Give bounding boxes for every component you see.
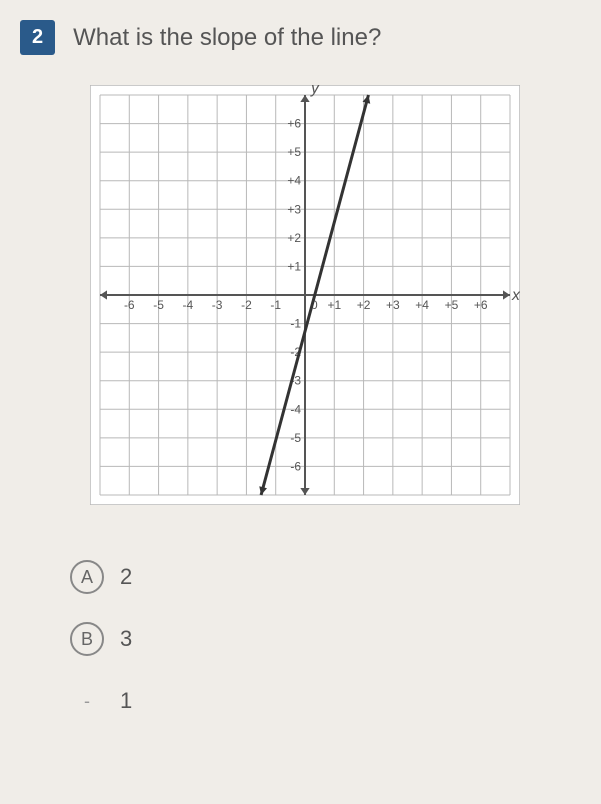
answer-option-b[interactable]: B 3 xyxy=(70,622,581,656)
svg-text:-5: -5 xyxy=(290,431,301,445)
svg-text:+2: +2 xyxy=(287,231,301,245)
svg-text:y: y xyxy=(310,85,320,97)
answer-value-a: 2 xyxy=(120,564,132,590)
answer-letter-b: B xyxy=(70,622,104,656)
svg-text:+6: +6 xyxy=(474,298,488,312)
graph-container: -6-5-4-3-2-1+1+2+3+4+5+60+1+2+3+4+5+6-1-… xyxy=(90,85,581,510)
svg-text:+3: +3 xyxy=(386,298,400,312)
question-header: 2 What is the slope of the line? xyxy=(20,20,581,55)
svg-text:-6: -6 xyxy=(290,459,301,473)
svg-text:+1: +1 xyxy=(327,298,341,312)
svg-text:-1: -1 xyxy=(270,298,281,312)
answer-option-c[interactable]: - 1 xyxy=(70,684,581,718)
answer-letter-a: A xyxy=(70,560,104,594)
svg-text:+6: +6 xyxy=(287,117,301,131)
svg-text:-2: -2 xyxy=(241,298,252,312)
answer-value-c: 1 xyxy=(120,688,132,714)
svg-text:-4: -4 xyxy=(183,298,194,312)
svg-text:+4: +4 xyxy=(415,298,429,312)
answer-letter-c: - xyxy=(70,684,104,718)
svg-text:x: x xyxy=(511,287,520,304)
coordinate-graph: -6-5-4-3-2-1+1+2+3+4+5+60+1+2+3+4+5+6-1-… xyxy=(90,85,520,505)
answer-value-b: 3 xyxy=(120,626,132,652)
question-text: What is the slope of the line? xyxy=(73,24,381,52)
svg-text:+5: +5 xyxy=(445,298,459,312)
svg-text:-4: -4 xyxy=(290,402,301,416)
svg-text:+5: +5 xyxy=(287,145,301,159)
question-number-badge: 2 xyxy=(20,20,55,55)
svg-text:+3: +3 xyxy=(287,202,301,216)
svg-text:+1: +1 xyxy=(287,259,301,273)
answer-option-a[interactable]: A 2 xyxy=(70,560,581,594)
answer-list: A 2 B 3 - 1 xyxy=(70,560,581,718)
svg-text:-5: -5 xyxy=(153,298,164,312)
svg-text:+2: +2 xyxy=(357,298,371,312)
svg-text:+4: +4 xyxy=(287,174,301,188)
svg-text:-6: -6 xyxy=(124,298,135,312)
svg-text:-1: -1 xyxy=(290,317,301,331)
svg-text:-3: -3 xyxy=(212,298,223,312)
